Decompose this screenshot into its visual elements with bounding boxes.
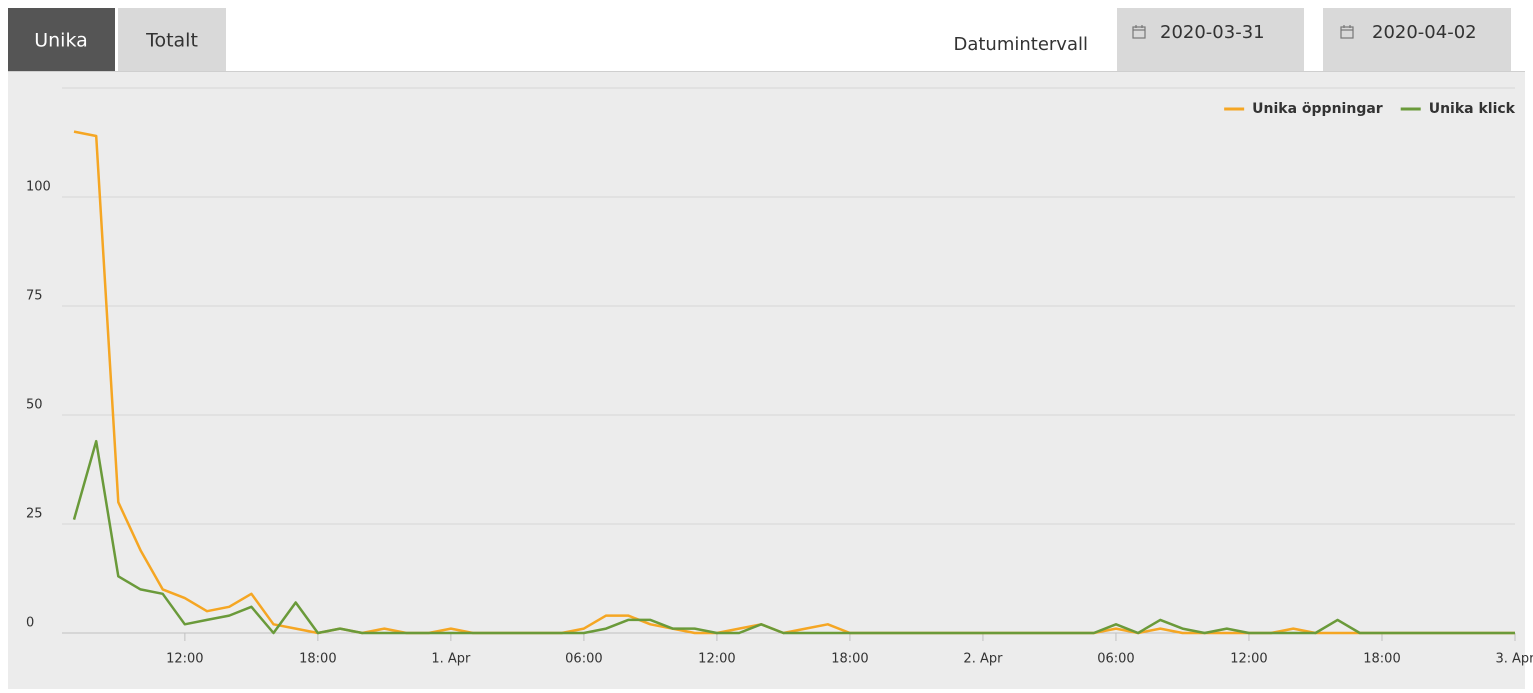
x-tick-label: 06:00 [1097,652,1134,667]
tab-label[interactable]: Totalt [145,30,198,52]
chart-background [8,71,1525,689]
tab-active[interactable] [8,8,115,71]
tab-label[interactable]: Unika [34,30,88,52]
x-tick-label: 12:00 [698,652,735,667]
calendar-icon [1132,25,1146,39]
x-tick-label: 2. Apr [963,652,1003,667]
date-from-button[interactable] [1117,8,1304,71]
x-tick-label: 18:00 [299,652,336,667]
date-to[interactable]: 2020-04-02 [1372,22,1477,43]
date-to-button[interactable] [1323,8,1511,71]
tab[interactable] [118,8,226,71]
calendar-icon [1340,25,1354,39]
x-tick-label: 1. Apr [431,652,471,667]
x-tick-label: 18:00 [831,652,868,667]
y-tick-label: 50 [26,398,43,413]
x-tick-label: 06:00 [565,652,602,667]
line-series [72,439,1515,635]
x-tick-label: 3. Apr [1495,652,1533,667]
y-tick-label: 25 [26,507,43,522]
legend-label: Unika klick [1429,101,1516,117]
y-tick-label: 100 [26,180,51,195]
x-tick-label: 12:00 [166,652,203,667]
y-tick-label: 0 [26,616,34,631]
legend-label: Unika öppningar [1252,101,1383,117]
date-range-label: Datumintervall [953,34,1088,55]
x-tick-label: 18:00 [1363,652,1400,667]
chart: 0 25 50 75 100 12:00 18:00 1. Apr 06:00 12:00 18:0… [26,87,1533,667]
date-from[interactable]: 2020-03-31 [1160,22,1265,43]
x-tick-label: 12:00 [1230,652,1267,667]
y-tick-label: 75 [26,289,43,304]
